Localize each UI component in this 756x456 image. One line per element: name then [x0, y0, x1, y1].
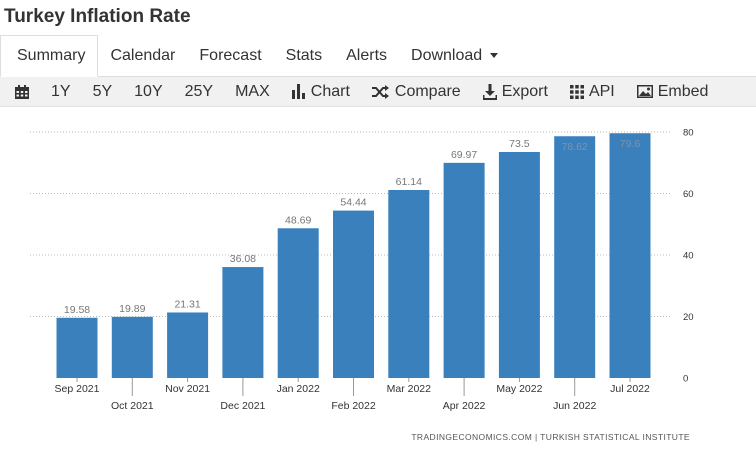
- compare-button-label: Compare: [394, 82, 461, 100]
- range-5y-label: 5Y: [92, 82, 113, 100]
- x-tick-label: Oct 2021: [111, 400, 154, 412]
- range-5y-button[interactable]: 5Y: [82, 77, 124, 106]
- x-tick-label: Jun 2022: [553, 400, 596, 412]
- download-icon: [482, 83, 497, 100]
- page-title: Turkey Inflation Rate: [4, 6, 191, 27]
- x-tick-label: May 2022: [496, 383, 542, 395]
- source-credit: TRADINGECONOMICS.COM | TURKISH STATISTIC…: [411, 432, 690, 442]
- bar[interactable]: [554, 136, 596, 378]
- api-button[interactable]: API: [559, 77, 626, 106]
- range-max-button[interactable]: MAX: [224, 77, 281, 106]
- inflation-bar-chart: 19.58 19.89 21.31 36.08 48.69 54.44 61.14 69.97…: [30, 128, 694, 442]
- range-1y-label: 1Y: [51, 82, 71, 100]
- bar-value-label: 36.08: [230, 253, 256, 265]
- x-tick-label: Feb 2022: [331, 400, 376, 412]
- bars: [56, 133, 651, 378]
- caret-down-icon: [490, 53, 499, 58]
- date-range-button[interactable]: [0, 77, 40, 106]
- x-tick-label: Jan 2022: [277, 383, 320, 395]
- api-button-label: API: [588, 82, 615, 100]
- range-25y-button[interactable]: 25Y: [174, 77, 224, 106]
- bar-value-label: 54.44: [340, 197, 366, 209]
- range-max-label: MAX: [235, 82, 270, 100]
- tab-bar: Summary Calendar Forecast Stats Alerts D…: [0, 35, 756, 77]
- tab-summary[interactable]: Summary: [0, 35, 99, 77]
- bar-chart-icon: [291, 84, 305, 99]
- bar[interactable]: [388, 189, 430, 378]
- compare-button[interactable]: Compare: [361, 77, 472, 106]
- range-1y-button[interactable]: 1Y: [40, 77, 82, 106]
- tab-alerts-label: Alerts: [346, 46, 388, 64]
- x-tick-label: Sep 2021: [55, 383, 100, 395]
- grid-icon: [569, 84, 584, 99]
- bar[interactable]: [167, 312, 209, 378]
- export-button-label: Export: [501, 82, 548, 100]
- export-button[interactable]: Export: [472, 77, 559, 106]
- y-tick-label: 0: [683, 374, 688, 385]
- bar-value-label: 61.14: [396, 176, 422, 188]
- embed-button-label: Embed: [657, 82, 709, 100]
- y-tick-label: 60: [683, 189, 694, 200]
- bar[interactable]: [443, 162, 485, 378]
- bar[interactable]: [56, 317, 98, 378]
- range-10y-button[interactable]: 10Y: [123, 77, 173, 106]
- tab-download[interactable]: Download: [399, 35, 510, 76]
- tab-stats-label: Stats: [285, 46, 323, 64]
- tab-alerts[interactable]: Alerts: [334, 35, 399, 76]
- x-tick-label: Apr 2022: [443, 400, 486, 412]
- x-tick-label: Dec 2021: [220, 400, 265, 412]
- chart-area: 19.58 19.89 21.31 36.08 48.69 54.44 61.14 69.97…: [0, 108, 756, 456]
- y-axis-ticks: 0 20 40 60 80: [683, 128, 694, 385]
- x-axis-ticks: Sep 2021 Oct 2021 Nov 2021 Dec 2021 Jan 2022…: [55, 378, 650, 412]
- tab-forecast-label: Forecast: [199, 46, 262, 64]
- bar-value-label: 69.97: [451, 149, 477, 161]
- bar[interactable]: [111, 316, 153, 378]
- bar[interactable]: [498, 151, 540, 378]
- tab-calendar[interactable]: Calendar: [98, 35, 187, 76]
- tab-calendar-label: Calendar: [110, 46, 176, 64]
- image-icon: [636, 85, 653, 98]
- x-tick-label: Jul 2022: [610, 383, 650, 395]
- chart-button-label: Chart: [310, 82, 350, 100]
- bar-value-label: 79.6: [620, 138, 641, 150]
- calendar-icon: [15, 84, 29, 99]
- data-labels: 19.58 19.89 21.31 36.08 48.69 54.44 61.14 69.97…: [64, 138, 641, 316]
- bar[interactable]: [609, 133, 651, 378]
- chart-toolbar: 1Y 5Y 10Y 25Y MAX Chart Compare Export: [0, 77, 756, 107]
- bar-value-label: 19.89: [119, 303, 145, 315]
- tab-download-label: Download: [411, 46, 483, 64]
- tab-summary-label: Summary: [17, 47, 86, 64]
- y-tick-label: 80: [683, 128, 694, 139]
- x-tick-label: Nov 2021: [165, 383, 210, 395]
- y-tick-label: 40: [683, 251, 694, 262]
- range-25y-label: 25Y: [184, 82, 214, 100]
- tab-stats[interactable]: Stats: [274, 35, 334, 76]
- y-tick-label: 20: [683, 312, 694, 323]
- bar-value-label: 21.31: [174, 298, 200, 310]
- bar[interactable]: [277, 228, 319, 378]
- bar[interactable]: [222, 267, 264, 378]
- bar-value-label: 78.62: [562, 141, 588, 153]
- tab-forecast[interactable]: Forecast: [187, 35, 273, 76]
- bar-value-label: 73.5: [509, 138, 530, 150]
- chart-button[interactable]: Chart: [281, 77, 361, 106]
- range-10y-label: 10Y: [134, 82, 163, 100]
- bar-value-label: 48.69: [285, 214, 311, 226]
- x-tick-label: Mar 2022: [387, 383, 432, 395]
- bar-value-label: 19.58: [64, 304, 90, 316]
- shuffle-icon: [371, 84, 389, 99]
- bar[interactable]: [333, 210, 374, 378]
- embed-button[interactable]: Embed: [626, 77, 720, 106]
